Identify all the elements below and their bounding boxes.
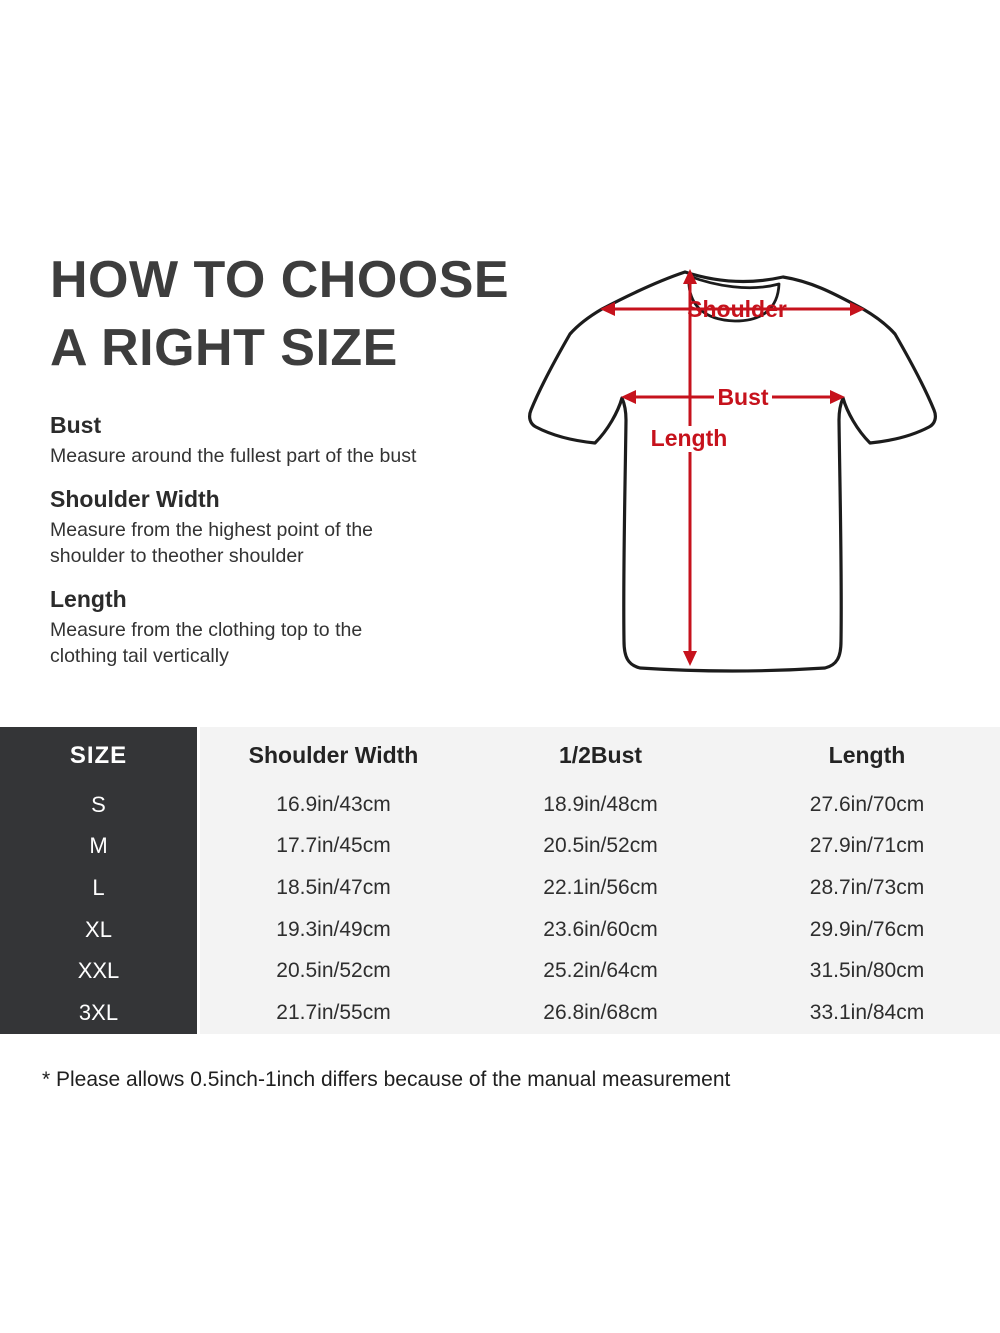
- instruction-shoulder-desc-line1: Measure from the highest point of the: [50, 519, 374, 541]
- length-value-l: 28.7in/73cm: [734, 867, 1000, 909]
- shoulder-value-m: 17.7in/45cm: [200, 825, 467, 868]
- tshirt-outline: [528, 270, 937, 673]
- measurement-disclaimer: * Please allows 0.5inch-1inch differs be…: [42, 1068, 731, 1091]
- length-value-3xl: 33.1in/84cm: [734, 992, 1000, 1034]
- length-value-xl: 29.9in/76cm: [734, 909, 1000, 951]
- instruction-bust-title: Bust: [50, 412, 102, 438]
- length-arrow-label: Length: [651, 425, 728, 451]
- page-title-line1: HOW TO CHOOSE: [50, 251, 510, 309]
- shoulder-value-xxl: 20.5in/52cm: [200, 950, 467, 993]
- shoulder-arrow-head-left: [600, 302, 615, 316]
- size-table: SIZE Shoulder Width 1/2Bust Length S 16.…: [0, 727, 1000, 1034]
- bust-value-3xl: 26.8in/68cm: [467, 992, 734, 1034]
- table-header-half-bust: 1/2Bust: [467, 727, 734, 784]
- instruction-bust-desc: Measure around the fullest part of the b…: [50, 445, 417, 467]
- size-label-l: L: [0, 867, 200, 909]
- instruction-shoulder-title: Shoulder Width: [50, 486, 220, 512]
- instruction-length-desc-line2: clothing tail vertically: [50, 645, 229, 667]
- bust-value-s: 18.9in/48cm: [467, 784, 734, 826]
- shoulder-value-s: 16.9in/43cm: [200, 784, 467, 826]
- bust-value-l: 22.1in/56cm: [467, 867, 734, 909]
- shoulder-value-xl: 19.3in/49cm: [200, 909, 467, 951]
- instruction-bust: Bust Measure around the fullest part of …: [50, 412, 480, 469]
- table-header-shoulder-width: Shoulder Width: [200, 727, 467, 784]
- tshirt-measurement-diagram: Shoulder Length Bust: [500, 240, 960, 685]
- size-label-m: M: [0, 825, 200, 868]
- length-value-m: 27.9in/71cm: [734, 825, 1000, 868]
- tshirt-diagram-svg: Shoulder Length Bust: [528, 269, 937, 673]
- shoulder-arrow-label: Shoulder: [687, 296, 787, 322]
- shoulder-arrow-head-right: [850, 302, 865, 316]
- shoulder-value-l: 18.5in/47cm: [200, 867, 467, 909]
- bust-arrow-head-left: [621, 390, 636, 404]
- size-label-s: S: [0, 784, 200, 826]
- length-value-xxl: 31.5in/80cm: [734, 950, 1000, 993]
- measurement-instructions: Bust Measure around the fullest part of …: [50, 412, 480, 686]
- shoulder-value-3xl: 21.7in/55cm: [200, 992, 467, 1034]
- length-arrow-head-top: [683, 269, 697, 284]
- instruction-length: Length Measure from the clothing top to …: [50, 586, 480, 669]
- page-title-line2: A RIGHT SIZE: [50, 319, 398, 377]
- size-label-xl: XL: [0, 909, 200, 951]
- bust-arrow-head-right: [830, 390, 845, 404]
- length-arrow-head-bottom: [683, 651, 697, 666]
- instruction-length-title: Length: [50, 586, 127, 612]
- instruction-shoulder-desc-line2: shoulder to theother shoulder: [50, 545, 304, 567]
- size-label-xxl: XXL: [0, 950, 200, 993]
- length-value-s: 27.6in/70cm: [734, 784, 1000, 826]
- bust-value-xxl: 25.2in/64cm: [467, 950, 734, 993]
- table-header-length: Length: [734, 727, 1000, 784]
- page-title: HOW TO CHOOSE A RIGHT SIZE: [50, 246, 509, 382]
- bust-value-xl: 23.6in/60cm: [467, 909, 734, 951]
- bust-value-m: 20.5in/52cm: [467, 825, 734, 868]
- table-header-size: SIZE: [0, 727, 200, 784]
- instruction-shoulder-width: Shoulder Width Measure from the highest …: [50, 486, 480, 569]
- bust-arrow-label: Bust: [717, 384, 768, 410]
- instruction-length-desc-line1: Measure from the clothing top to the: [50, 619, 363, 641]
- size-label-3xl: 3XL: [0, 992, 200, 1034]
